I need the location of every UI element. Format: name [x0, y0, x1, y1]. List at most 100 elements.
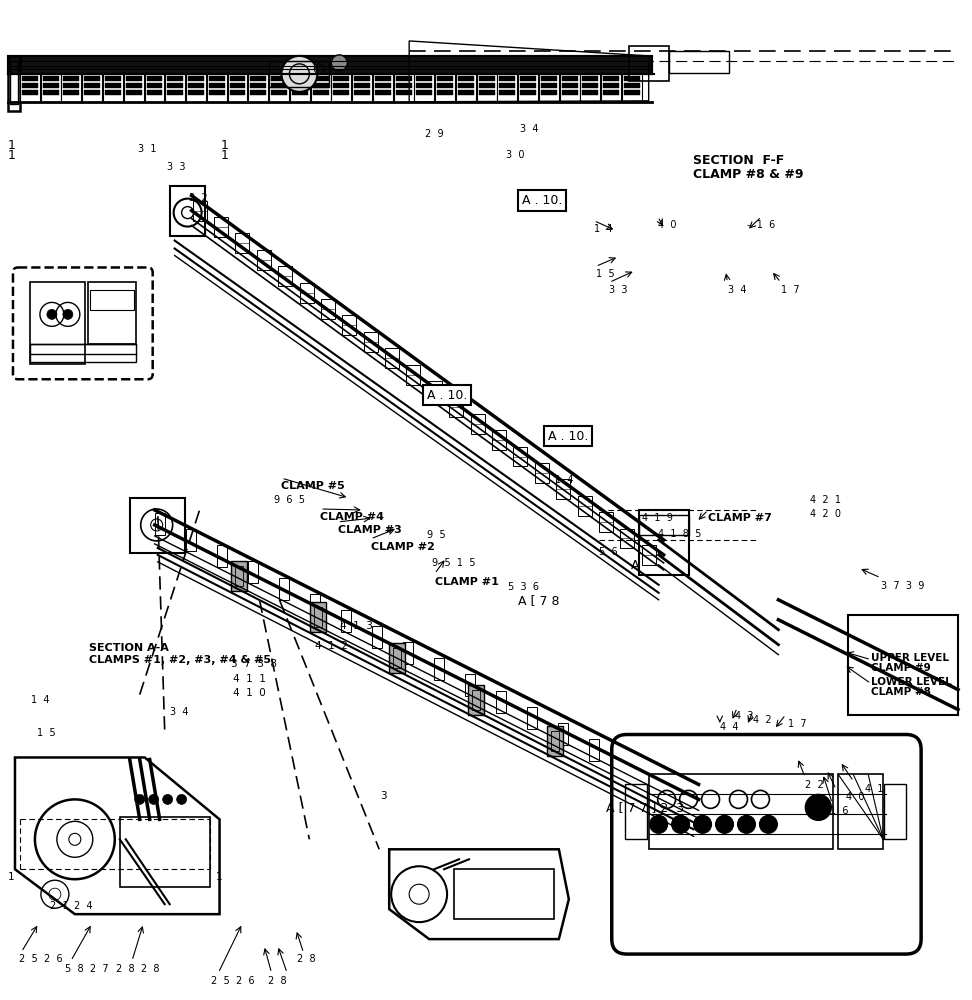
Bar: [250, 90, 266, 95]
Bar: [396, 83, 411, 88]
Bar: [622, 74, 642, 102]
Circle shape: [759, 815, 778, 833]
Bar: [165, 74, 186, 102]
Bar: [227, 74, 248, 102]
Bar: [43, 90, 58, 95]
Bar: [648, 774, 833, 849]
Bar: [230, 561, 247, 591]
Circle shape: [751, 790, 770, 808]
Bar: [518, 74, 538, 102]
Circle shape: [679, 790, 698, 808]
Text: CLAMP #4: CLAMP #4: [320, 512, 384, 522]
Text: CLAMP #1: CLAMP #1: [434, 577, 499, 587]
Bar: [437, 90, 453, 95]
Bar: [61, 74, 82, 102]
Bar: [604, 76, 619, 81]
Bar: [402, 642, 413, 664]
Text: 1: 1: [8, 139, 16, 152]
Bar: [22, 83, 38, 88]
Bar: [167, 90, 184, 95]
Text: 3  3: 3 3: [167, 162, 186, 172]
Text: 1  6: 1 6: [830, 806, 849, 816]
Bar: [290, 74, 310, 102]
Text: 9  5  1  5: 9 5 1 5: [432, 558, 475, 568]
Bar: [604, 90, 619, 95]
Bar: [562, 83, 577, 88]
Bar: [394, 74, 413, 102]
Bar: [250, 76, 266, 81]
Bar: [500, 83, 515, 88]
Bar: [406, 365, 421, 385]
Text: 4  1: 4 1: [865, 784, 884, 794]
Bar: [371, 626, 382, 648]
Bar: [454, 869, 554, 919]
Bar: [551, 731, 559, 751]
Bar: [385, 348, 399, 368]
Bar: [470, 414, 485, 434]
Bar: [105, 83, 121, 88]
Bar: [520, 76, 537, 81]
Bar: [582, 90, 599, 95]
Bar: [321, 299, 335, 319]
Bar: [639, 510, 688, 575]
Bar: [375, 83, 391, 88]
Circle shape: [738, 815, 755, 833]
Text: 1  4: 1 4: [555, 475, 573, 485]
Text: 1: 1: [8, 872, 15, 882]
Text: 5  6: 5 6: [600, 547, 618, 557]
Bar: [217, 545, 226, 567]
Bar: [63, 76, 80, 81]
Bar: [155, 513, 164, 535]
Bar: [299, 283, 314, 303]
Bar: [85, 76, 100, 81]
Bar: [87, 282, 136, 344]
Text: 1: 1: [216, 872, 222, 882]
Text: 4  1  3: 4 1 3: [339, 621, 372, 631]
Circle shape: [730, 790, 747, 808]
Bar: [620, 529, 635, 548]
Bar: [43, 76, 58, 81]
Bar: [885, 784, 906, 839]
Bar: [604, 83, 619, 88]
Text: 3  4: 3 4: [520, 124, 538, 134]
Bar: [125, 83, 142, 88]
Bar: [428, 381, 442, 401]
Bar: [147, 90, 162, 95]
Bar: [577, 496, 592, 516]
Bar: [476, 74, 497, 102]
Text: 3  0: 3 0: [506, 150, 525, 160]
Text: CLAMP #2: CLAMP #2: [370, 542, 434, 552]
Bar: [838, 774, 884, 849]
Text: 4  4: 4 4: [719, 722, 739, 732]
Bar: [188, 90, 204, 95]
Bar: [520, 90, 537, 95]
Bar: [229, 76, 246, 81]
Bar: [562, 76, 577, 81]
Bar: [248, 561, 258, 583]
Text: 2  1: 2 1: [51, 901, 69, 911]
Text: CLAMP #3: CLAMP #3: [337, 525, 401, 535]
Circle shape: [135, 794, 145, 804]
Bar: [354, 76, 370, 81]
Bar: [527, 707, 537, 729]
Bar: [639, 515, 688, 535]
Bar: [30, 344, 136, 362]
Bar: [538, 74, 559, 102]
Bar: [333, 90, 349, 95]
Bar: [105, 76, 121, 81]
Text: 2  8  2  8: 2 8 2 8: [117, 964, 160, 974]
Bar: [396, 76, 411, 81]
Text: A [ 7 8: A [ 7 8: [518, 594, 560, 607]
Bar: [624, 90, 640, 95]
Bar: [331, 74, 351, 102]
Text: 3  4: 3 4: [727, 285, 746, 295]
Text: 2  8: 2 8: [296, 954, 316, 964]
Bar: [235, 233, 250, 253]
Text: 4  1  1: 4 1 1: [233, 674, 265, 684]
Bar: [186, 74, 206, 102]
Bar: [373, 74, 393, 102]
Bar: [393, 648, 400, 668]
Text: 5  3  6: 5 3 6: [508, 582, 539, 592]
Text: CLAMPS #1, #2, #3, #4 & #5: CLAMPS #1, #2, #3, #4 & #5: [89, 655, 271, 665]
Bar: [129, 498, 185, 553]
